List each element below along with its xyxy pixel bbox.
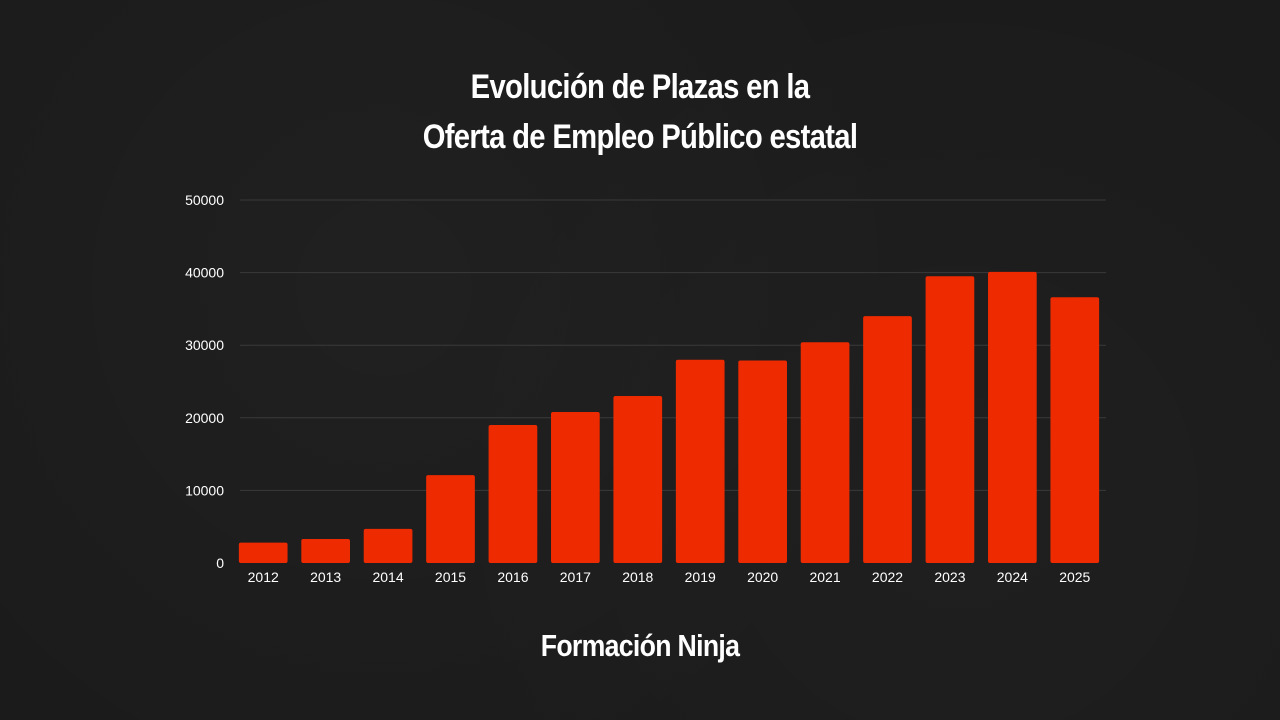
y-tick-label: 20000 [185, 410, 224, 426]
chart-title: Evolución de Plazas en la Oferta de Empl… [90, 62, 1191, 162]
y-tick-label: 10000 [185, 482, 224, 498]
bar-2023 [925, 276, 975, 563]
bar-2014 [363, 528, 413, 563]
x-tick-label: 2018 [622, 569, 653, 585]
y-tick-label: 0 [216, 555, 224, 571]
x-tick-label: 2014 [372, 569, 403, 585]
x-tick-label: 2013 [310, 569, 341, 585]
y-tick-label: 40000 [185, 265, 224, 281]
bar-2012 [238, 542, 288, 563]
bar-2022 [863, 316, 912, 563]
y-tick-label: 30000 [185, 337, 224, 353]
bar-2018 [613, 396, 663, 563]
x-tick-label: 2022 [872, 569, 903, 585]
x-tick-label: 2025 [1059, 569, 1090, 585]
x-tick-label: 2023 [934, 569, 965, 585]
bar-2016 [488, 425, 538, 563]
chart-title-line-1: Evolución de Plazas en la [470, 68, 810, 106]
x-tick-label: 2016 [497, 569, 528, 585]
x-tick-label: 2012 [248, 569, 279, 585]
bar-2015 [426, 475, 475, 563]
bar-2025 [1050, 297, 1100, 563]
brand-logo-text: Formación Ninja [540, 628, 740, 663]
bar-2024 [988, 271, 1037, 563]
y-tick-label: 50000 [185, 192, 224, 208]
bar-2021 [800, 342, 850, 563]
x-tick-label: 2024 [997, 569, 1028, 585]
bar-2013 [301, 539, 350, 563]
x-tick-label: 2017 [560, 569, 591, 585]
bar-2019 [675, 359, 725, 563]
bar-2017 [551, 411, 600, 563]
x-tick-label: 2015 [435, 569, 466, 585]
x-tick-label: 2021 [809, 569, 840, 585]
x-tick-label: 2019 [685, 569, 716, 585]
x-tick-label: 2020 [747, 569, 778, 585]
chart-title-line-2: Oferta de Empleo Público estatal [422, 118, 858, 156]
bar-2020 [738, 360, 787, 563]
